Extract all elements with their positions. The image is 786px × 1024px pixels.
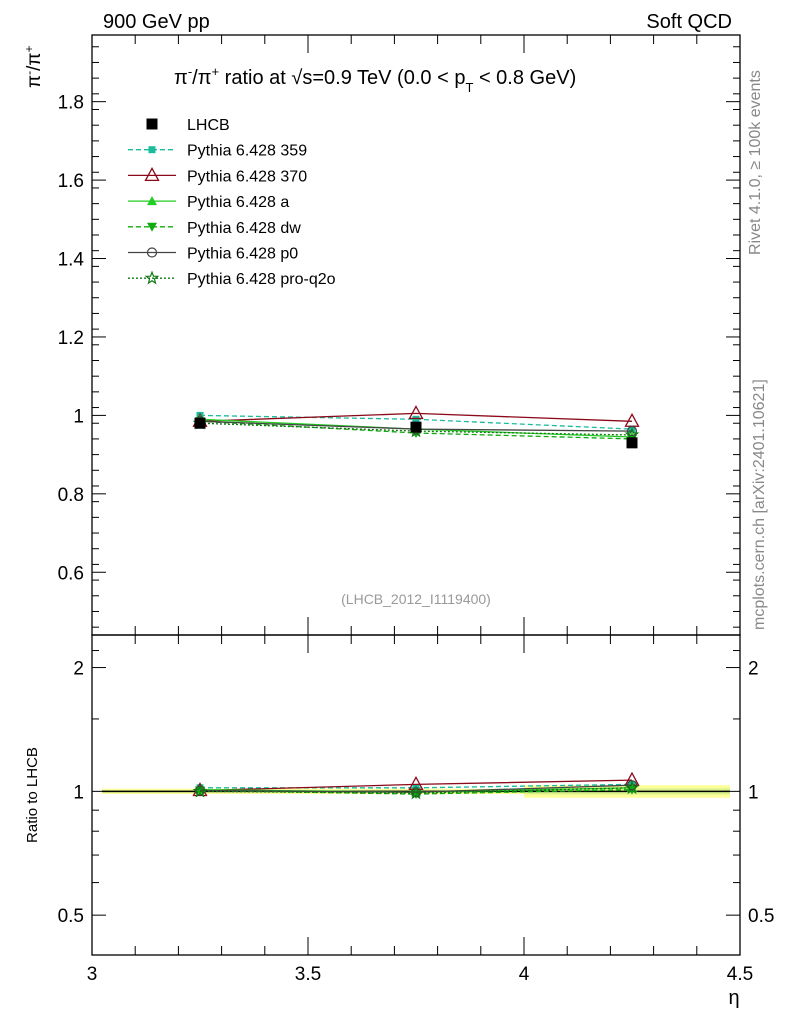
header-right: Soft QCD — [646, 11, 732, 33]
xtick-label: 4.5 — [727, 964, 753, 985]
legend-marker-pythia-6-428-370 — [144, 167, 160, 182]
legend-marker-pythia-6-428-p0 — [146, 247, 158, 258]
legend-label-pythia-6-428-pro-q2o: Pythia 6.428 pro-q2o — [187, 271, 336, 288]
ratio-point-pythia-6-428-pro-q2o — [192, 783, 208, 798]
main-point-pythia-6-428-p0 — [626, 425, 638, 437]
main-ytick-label: 0.8 — [58, 485, 84, 506]
ratio-ytick-label: 2 — [73, 659, 84, 680]
ratio-line-pythia-6-428-pro-q2o — [199, 787, 633, 794]
legend-marker-lhcb — [146, 118, 158, 130]
legend-marker-pythia-6-428-pro-q2o — [144, 270, 160, 285]
ratio-line-pythia-6-428-370 — [199, 779, 633, 792]
xtick-label: 4 — [519, 964, 530, 985]
legend-label-pythia-6-428-dw: Pythia 6.428 dw — [187, 220, 301, 237]
main-ytick-label: 1.8 — [58, 93, 84, 114]
main-ytick-label: 1.6 — [58, 171, 84, 192]
ratio-point-pythia-6-428-pro-q2o — [624, 780, 640, 795]
xtick-label: 3 — [87, 964, 98, 985]
legend-label-pythia-6-428-a: Pythia 6.428 a — [187, 194, 289, 211]
main-point-pythia-6-428-370 — [408, 405, 424, 420]
main-point-pythia-6-428-370 — [624, 412, 640, 427]
main-point-pythia-6-428-359 — [412, 415, 420, 423]
legend-label-pythia-6-428-359: Pythia 6.428 359 — [187, 143, 307, 160]
legend-marker-pythia-6-428-dw — [147, 222, 157, 232]
ratio-ytick-label-right: 2 — [748, 659, 759, 680]
analysis-watermark: (LHCB_2012_I1119400) — [341, 591, 491, 607]
main-ytick-label: 0.6 — [58, 563, 84, 584]
ratio-line-pythia-6-428-p0 — [199, 784, 633, 793]
legend-marker-pythia-6-428-359 — [148, 146, 156, 154]
ratio-ytick-label: 0.5 — [58, 906, 84, 927]
legend-label-lhcb: LHCB — [187, 117, 230, 134]
main-plot-panel: 0.6 0.8 1 1.2 1.4 1.6 1.8 π-/π+ π-/π+ ratio at… — [22, 34, 741, 636]
legend-marker-pythia-6-428-a — [147, 196, 157, 206]
xtick-label: 3.5 — [295, 964, 321, 985]
main-data-point — [626, 437, 638, 449]
ratio-x-ticks: 3 3.5 4 4.5 — [87, 635, 753, 985]
ratio-plot-panel: 0.5 0.5 1 1 2 2 3 3.5 4 4.5 Ratio to LHCB η — [24, 634, 774, 1009]
mcplots-label: mcplots.cern.ch [arXiv:2401.10621] — [751, 379, 768, 630]
main-line-pythia-6-428-370 — [199, 412, 633, 422]
main-y-ticks: 0.6 0.8 1 1.2 1.4 1.6 1.8 — [58, 46, 740, 628]
main-data-point — [410, 421, 422, 433]
main-ytick-label: 1.4 — [58, 250, 85, 271]
legend-label-pythia-6-428-370: Pythia 6.428 370 — [187, 168, 307, 185]
ratio-plot-frame — [91, 634, 741, 956]
ratio-ytick-label-right: 1 — [748, 782, 759, 803]
main-ytick-label: 1.2 — [58, 328, 84, 349]
ratio-ylabel: Ratio to LHCB — [24, 747, 41, 843]
x-axis-label: η — [728, 987, 739, 1009]
legend: LHCB Pythia 6.428 359 Pythia 6.428 370 Pyth… — [128, 117, 336, 288]
ratio-ytick-label: 1 — [73, 782, 84, 803]
rivet-label: Rivet 4.1.0, ≥ 100k events — [747, 70, 764, 255]
main-x-ticks — [91, 35, 741, 635]
ratio-y-ticks: 0.5 0.5 1 1 2 2 — [58, 634, 774, 956]
ratio-series — [192, 771, 640, 800]
main-ytick-label: 1 — [73, 406, 84, 427]
legend-label-pythia-6-428-p0: Pythia 6.428 p0 — [187, 246, 298, 263]
ratio-point-pythia-6-428-pro-q2o — [408, 785, 424, 800]
ratio-ytick-label-right: 0.5 — [748, 906, 774, 927]
main-ylabel: π-/π+ — [22, 45, 45, 88]
main-data-point — [194, 417, 206, 429]
main-series — [192, 405, 640, 449]
header-left: 900 GeV pp — [103, 11, 210, 33]
plot-title: π-/π+ ratio at √s=0.9 TeV (0.0 < pT < 0.… — [174, 64, 576, 95]
